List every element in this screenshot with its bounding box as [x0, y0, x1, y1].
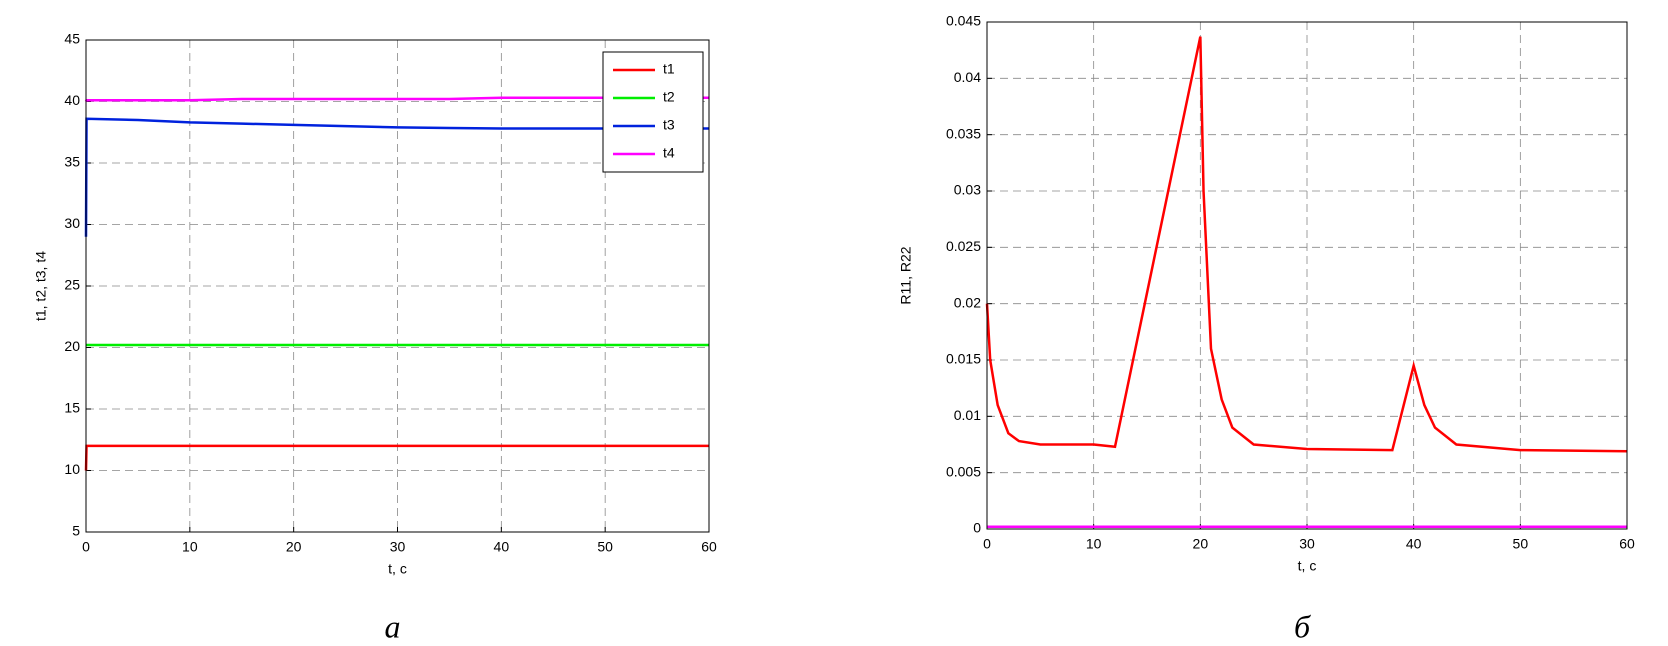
y-tick-label: 0: [973, 520, 981, 536]
x-tick-label: 40: [494, 539, 510, 555]
legend-label: t3: [663, 117, 675, 133]
y-tick-label: 15: [64, 400, 80, 416]
y-tick-label: 0.005: [946, 463, 981, 479]
y-axis-label: t1, t2, t3, t4: [33, 251, 49, 321]
y-tick-label: 0.04: [954, 69, 981, 85]
legend-label: t2: [663, 89, 675, 105]
series-line: [84, 96, 709, 102]
y-tick-label: 25: [64, 277, 80, 293]
legend-label: t4: [663, 145, 675, 161]
caption: а: [385, 608, 401, 644]
x-axis-label: t, c: [388, 561, 407, 577]
y-tick-label: 0.03: [954, 182, 981, 198]
x-tick-label: 10: [1086, 536, 1102, 552]
y-tick-label: 35: [64, 154, 80, 170]
axes-frame: [986, 21, 1628, 530]
x-tick-label: 10: [182, 539, 198, 555]
x-tick-label: 60: [1619, 536, 1635, 552]
x-tick-label: 20: [286, 539, 302, 555]
y-tick-label: 0.035: [946, 125, 981, 141]
y-tick-label: 0.015: [946, 351, 981, 367]
y-tick-label: 0.025: [946, 238, 981, 254]
x-tick-label: 50: [597, 539, 613, 555]
y-tick-label: 0.01: [954, 407, 981, 423]
series-line: [84, 444, 709, 471]
x-tick-label: 30: [1299, 536, 1315, 552]
y-tick-label: 40: [64, 92, 80, 108]
y-tick-label: 30: [64, 215, 80, 231]
axes-frame: [85, 39, 710, 533]
y-tick-label: 20: [64, 338, 80, 354]
x-tick-label: 20: [1193, 536, 1209, 552]
caption: б: [1294, 608, 1311, 644]
legend: t1 t2 t3 t4: [602, 51, 704, 173]
y-tick-label: 0.045: [946, 13, 981, 29]
y-tick-label: 10: [64, 461, 80, 477]
x-tick-label: 0: [82, 539, 90, 555]
legend-label: t1: [663, 61, 675, 77]
legend-box: [602, 51, 704, 173]
x-tick-label: 0: [983, 536, 991, 552]
y-tick-label: 0.02: [954, 294, 981, 310]
x-tick-label: 30: [390, 539, 406, 555]
x-tick-label: 50: [1513, 536, 1529, 552]
x-axis-label: t, c: [1298, 558, 1317, 574]
y-tick-label: 45: [64, 31, 80, 47]
x-tick-label: 60: [701, 539, 717, 555]
y-axis-label: R11, R22: [898, 246, 914, 304]
series-line: [84, 117, 709, 237]
y-tick-label: 5: [72, 523, 80, 539]
x-tick-label: 40: [1406, 536, 1422, 552]
series-line: [985, 36, 1628, 453]
